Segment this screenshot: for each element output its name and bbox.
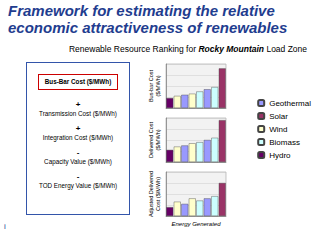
svg-text:($/MWh): ($/MWh): [155, 129, 161, 150]
html-text:Renewable Resource Ranking for: Renewable Resource Ranking for Rocky Mou…: [68, 44, 308, 54]
svg-text:Cost ($/MWh): Cost ($/MWh): [155, 177, 161, 211]
html-text:i: i: [4, 222, 6, 231]
svg-text:Biomass: Biomass: [269, 138, 300, 147]
svg-text:Solar: Solar: [269, 112, 288, 121]
svg-text:Geothermal: Geothermal: [269, 99, 311, 108]
html-text:Capacity Value ($/MWh): Capacity Value ($/MWh): [44, 158, 112, 165]
svg-text:Wind: Wind: [269, 125, 287, 134]
svg-text:Adjusted Delivered: Adjusted Delivered: [148, 171, 154, 217]
svg-text:Bus-bar Cost: Bus-bar Cost: [148, 69, 154, 102]
html-text:Bus-Bar Cost ($/MWh): Bus-Bar Cost ($/MWh): [44, 78, 112, 85]
html-text:Transmission Cost ($/MWh): Transmission Cost ($/MWh): [39, 110, 117, 117]
svg-text:Delivered Cost: Delivered Cost: [148, 121, 154, 158]
html-text:Integration Cost ($/MWh): Integration Cost ($/MWh): [42, 134, 114, 141]
html-text:TOD Energy Value ($/MWh): TOD Energy Value ($/MWh): [38, 182, 118, 189]
svg-text:Energy Generated: Energy Generated: [171, 221, 221, 227]
svg-text:Hydro: Hydro: [269, 151, 291, 160]
svg-text:($/MWh): ($/MWh): [155, 75, 161, 96]
html-text:Framework for estimating the r: Framework for estimating the relative ec…: [8, 2, 288, 36]
